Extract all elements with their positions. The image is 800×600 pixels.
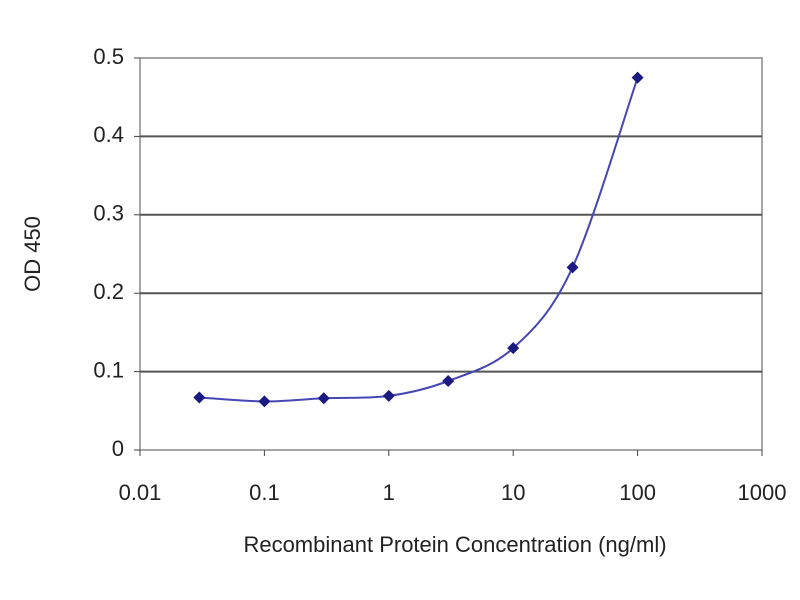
y-tick-label: 0.1: [93, 357, 124, 382]
x-tick-label: 0.1: [249, 480, 280, 505]
data-point: [631, 71, 644, 84]
x-tick-label: 10: [501, 480, 525, 505]
data-point: [507, 342, 520, 355]
data-point: [566, 261, 579, 274]
y-tick-label: 0.3: [93, 201, 124, 226]
data-point: [193, 391, 206, 404]
y-tick-label: 0: [112, 436, 124, 461]
data-point: [382, 389, 395, 402]
y-axis-label: OD 450: [20, 216, 45, 292]
x-tick-label: 0.01: [119, 480, 162, 505]
data-point: [442, 375, 455, 388]
y-tick-label: 0.4: [93, 122, 124, 147]
x-tick-label: 1000: [738, 480, 787, 505]
x-tick-label: 1: [383, 480, 395, 505]
y-tick-label: 0.2: [93, 279, 124, 304]
x-axis-label: Recombinant Protein Concentration (ng/ml…: [243, 532, 666, 557]
data-point: [317, 392, 330, 405]
x-tick-label: 100: [619, 480, 656, 505]
plot-area: [139, 57, 763, 451]
data-point: [258, 395, 271, 408]
y-tick-label: 0.5: [93, 44, 124, 69]
